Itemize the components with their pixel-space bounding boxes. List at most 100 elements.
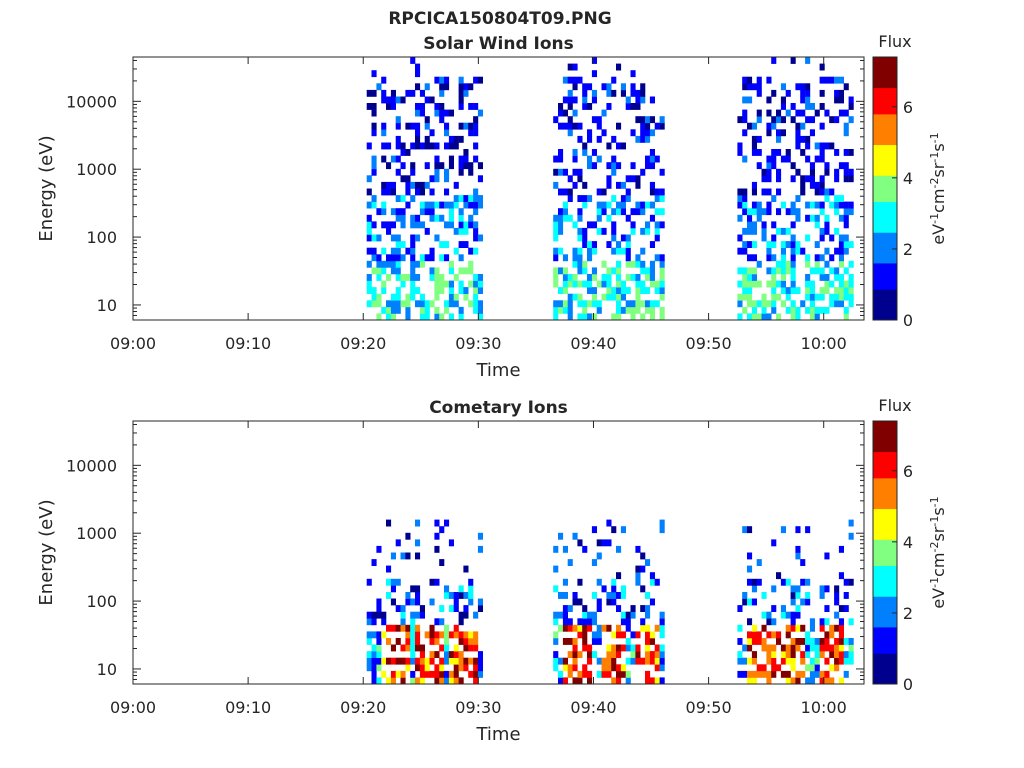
heatmap-cell bbox=[448, 677, 454, 685]
heatmap-cell bbox=[747, 670, 753, 678]
heatmap-cell bbox=[376, 657, 382, 665]
heatmap-cell bbox=[848, 274, 854, 281]
heatmap-cell bbox=[468, 168, 474, 176]
heatmap-cell bbox=[776, 638, 782, 645]
colorbar-segment bbox=[873, 657, 897, 663]
heatmap-cell bbox=[606, 280, 612, 288]
heatmap-cell bbox=[630, 605, 636, 612]
colorbar-segment bbox=[873, 65, 897, 71]
heatmap-cell bbox=[558, 677, 564, 685]
heatmap-cell bbox=[635, 306, 641, 314]
colorbar-segment bbox=[873, 192, 897, 198]
heatmap-cell bbox=[429, 208, 435, 216]
heatmap-cell bbox=[800, 657, 806, 665]
heatmap-cell bbox=[439, 116, 445, 124]
heatmap-cell bbox=[834, 175, 840, 183]
heatmap-cell bbox=[829, 644, 835, 652]
heatmap-cell bbox=[582, 149, 588, 156]
heatmap-cell bbox=[766, 267, 772, 275]
heatmap-cell bbox=[439, 201, 445, 209]
heatmap-cell bbox=[553, 565, 559, 573]
heatmap-cell bbox=[756, 214, 762, 222]
heatmap-cell bbox=[572, 651, 578, 658]
heatmap-cell bbox=[434, 287, 440, 294]
heatmap-cell bbox=[444, 83, 450, 91]
heatmap-cell bbox=[453, 677, 459, 685]
heatmap-cell bbox=[756, 116, 762, 124]
heatmap-cell bbox=[366, 142, 372, 150]
heatmap-cell bbox=[381, 280, 387, 288]
heatmap-cell bbox=[785, 260, 791, 268]
heatmap-cell bbox=[819, 89, 825, 97]
heatmap-cell bbox=[809, 293, 815, 301]
heatmap-cell bbox=[790, 116, 796, 124]
heatmap-cell bbox=[809, 168, 815, 176]
heatmap-cell bbox=[562, 122, 568, 130]
heatmap-cell bbox=[468, 267, 474, 275]
heatmap-cell bbox=[582, 89, 588, 97]
heatmap-cell bbox=[611, 135, 617, 143]
heatmap-cell bbox=[400, 605, 406, 612]
heatmap-cell bbox=[415, 644, 421, 652]
heatmap-cell bbox=[596, 624, 602, 632]
heatmap-cell bbox=[819, 638, 825, 645]
heatmap-cell bbox=[558, 592, 564, 599]
heatmap-cell bbox=[785, 293, 791, 301]
heatmap-cell bbox=[824, 657, 830, 665]
colorbar-segment bbox=[873, 109, 897, 115]
heatmap-cell bbox=[567, 96, 573, 104]
colorbar-segment bbox=[873, 578, 897, 584]
heatmap-cell bbox=[780, 260, 786, 268]
colorbar-segment bbox=[873, 591, 897, 597]
heatmap-cell bbox=[654, 155, 660, 163]
colorbar-segment bbox=[873, 131, 897, 137]
heatmap-cell bbox=[410, 618, 416, 626]
heatmap-cell bbox=[463, 162, 469, 170]
heatmap-cell bbox=[410, 162, 416, 170]
heatmap-cell bbox=[572, 624, 578, 632]
heatmap-cell bbox=[473, 677, 479, 685]
heatmap-cell bbox=[790, 234, 796, 242]
colorbar-segment bbox=[873, 70, 897, 75]
heatmap-cell bbox=[400, 624, 406, 632]
heatmap-cell bbox=[766, 618, 772, 626]
heatmap-cell bbox=[366, 300, 372, 308]
heatmap-cell bbox=[473, 247, 479, 255]
heatmap-cell bbox=[640, 657, 646, 665]
heatmap-cell bbox=[790, 247, 796, 255]
heatmap-cell bbox=[415, 631, 421, 639]
heatmap-cell bbox=[415, 552, 421, 560]
heatmap-cell bbox=[468, 214, 474, 222]
heatmap-cell bbox=[635, 181, 641, 189]
heatmap-cell bbox=[577, 168, 583, 176]
heatmap-cell bbox=[415, 221, 421, 229]
heatmap-cell bbox=[843, 109, 849, 117]
heatmap-cell bbox=[473, 201, 479, 209]
heatmap-cell bbox=[640, 227, 646, 235]
figure-title: RPCICA150804T09.PNG bbox=[388, 9, 611, 29]
heatmap-cell bbox=[577, 254, 583, 262]
heatmap-cell bbox=[611, 293, 617, 301]
heatmap-cell bbox=[371, 129, 377, 137]
heatmap-cell bbox=[805, 287, 811, 294]
axes-frame bbox=[132, 420, 865, 685]
heatmap-cell bbox=[776, 188, 782, 196]
heatmap-cell bbox=[591, 247, 597, 255]
heatmap-cell bbox=[834, 96, 840, 104]
heatmap-cell bbox=[395, 122, 401, 130]
heatmap-cell bbox=[737, 313, 743, 321]
heatmap-cell bbox=[395, 254, 401, 262]
heatmap-cell bbox=[582, 260, 588, 268]
heatmap-cell bbox=[395, 260, 401, 268]
heatmap-cell bbox=[601, 227, 607, 235]
heatmap-cell bbox=[771, 644, 777, 652]
heatmap-cell bbox=[635, 135, 641, 143]
heatmap-cell bbox=[838, 109, 844, 117]
heatmap-cell bbox=[558, 227, 564, 235]
colorbar-segment bbox=[873, 451, 897, 457]
heatmap-cell bbox=[795, 135, 801, 143]
heatmap-cell bbox=[390, 585, 396, 593]
heatmap-cell bbox=[366, 280, 372, 288]
heatmap-cell bbox=[386, 260, 392, 268]
heatmap-cell bbox=[829, 76, 835, 84]
